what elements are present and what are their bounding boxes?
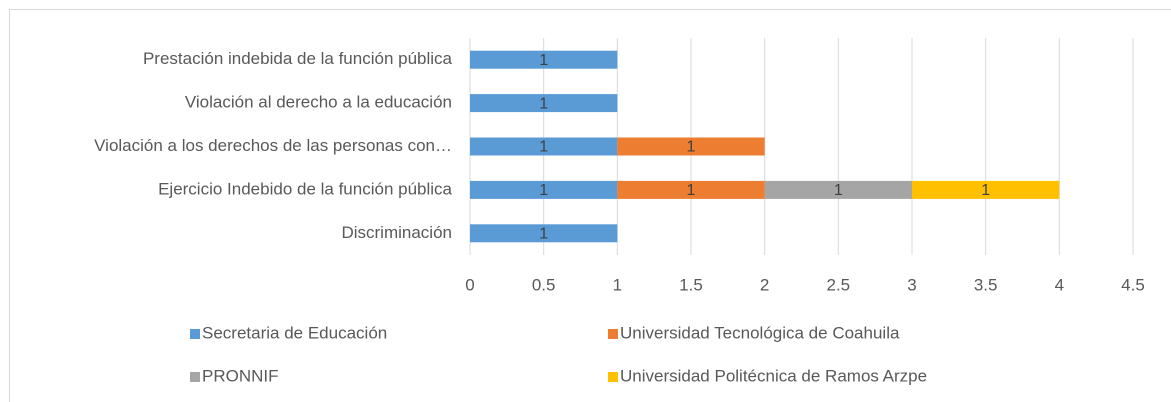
x-tick-label: 3.5 — [974, 275, 998, 294]
y-tick-label: Violación al derecho a la educación — [185, 93, 452, 112]
bar — [470, 50, 618, 69]
y-tick-label: Ejercicio Indebido de la función pública — [158, 179, 452, 198]
bar — [470, 94, 618, 113]
data-label: 1 — [687, 139, 696, 156]
data-label: 1 — [539, 182, 548, 199]
legend-swatch — [608, 372, 618, 382]
bar — [764, 180, 912, 199]
legend-label: Universidad Tecnológica de Coahuila — [620, 323, 900, 342]
data-label: 1 — [834, 182, 843, 199]
y-tick-label: Violación a los derechos de las personas… — [94, 136, 452, 155]
x-tick-label: 0.5 — [532, 275, 556, 294]
x-tick-label: 0 — [465, 275, 474, 294]
legend-label: Secretaria de Educación — [202, 323, 387, 342]
legend-swatch — [190, 329, 200, 339]
bar — [617, 180, 765, 199]
bar — [470, 224, 618, 243]
x-tick-label: 1.5 — [679, 275, 703, 294]
data-label: 1 — [539, 226, 548, 243]
legend-swatch — [190, 372, 200, 382]
legend-swatch — [608, 329, 618, 339]
chart-border — [9, 9, 1171, 402]
data-label: 1 — [539, 52, 548, 69]
x-tick-label: 1 — [613, 275, 622, 294]
y-tick-label: Discriminación — [341, 223, 452, 242]
y-tick-label: Prestación indebida de la función públic… — [143, 49, 453, 68]
bar — [470, 137, 618, 156]
x-tick-label: 2.5 — [827, 275, 851, 294]
bar — [470, 180, 618, 199]
bar — [617, 137, 765, 156]
data-label: 1 — [687, 182, 696, 199]
data-label: 1 — [539, 139, 548, 156]
legend-label: PRONNIF — [202, 366, 279, 385]
x-tick-label: 2 — [760, 275, 769, 294]
data-label: 1 — [539, 95, 548, 112]
x-tick-label: 4 — [1055, 275, 1064, 294]
legend-label: Universidad Politécnica de Ramos Arzpe — [620, 366, 927, 385]
data-label: 1 — [981, 182, 990, 199]
x-tick-label: 3 — [907, 275, 916, 294]
x-tick-label: 4.5 — [1121, 275, 1145, 294]
bar — [912, 180, 1060, 199]
